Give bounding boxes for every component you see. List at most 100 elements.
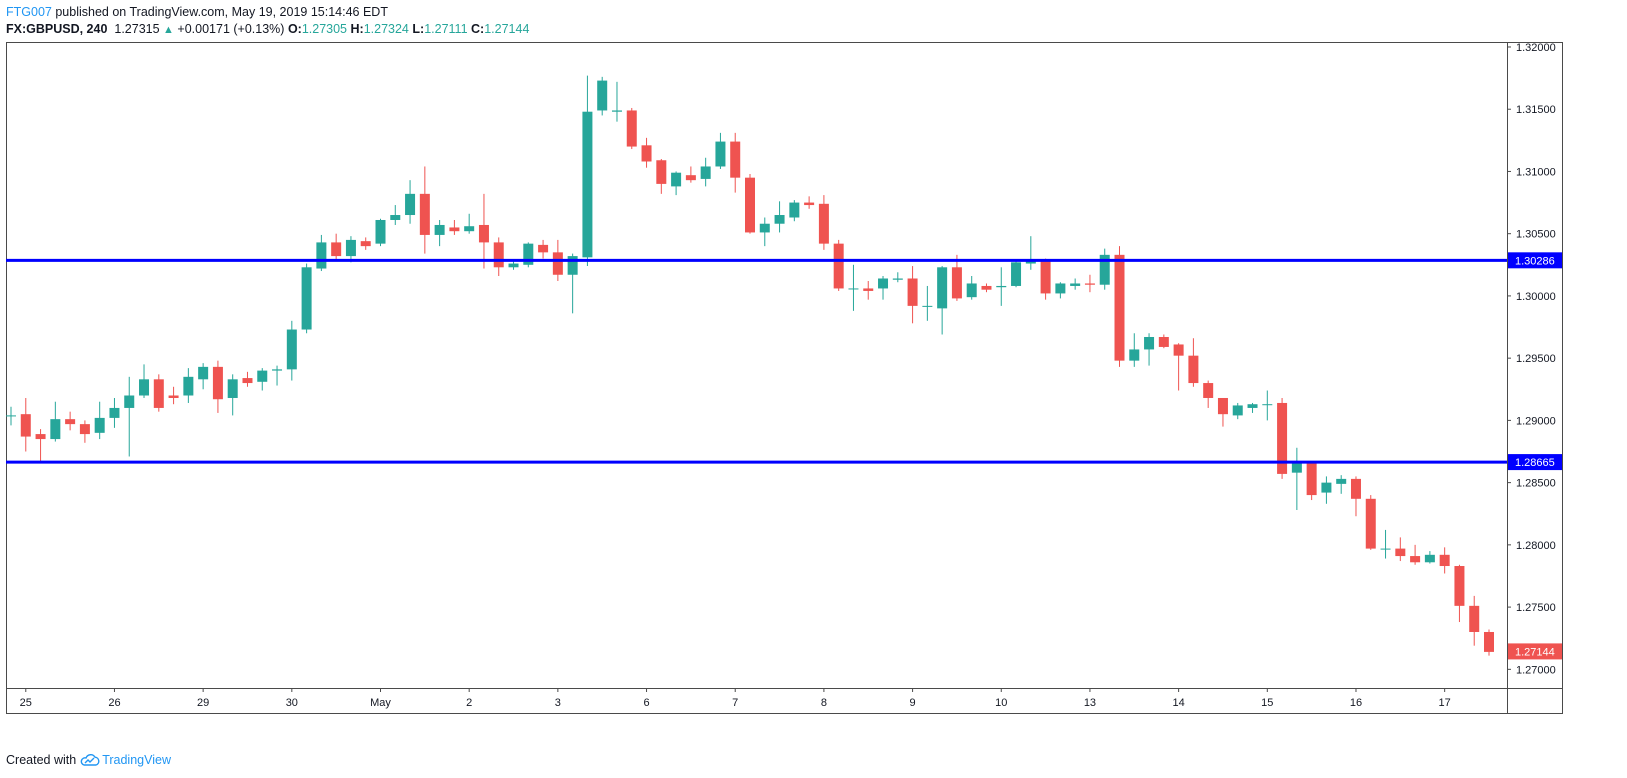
candle [1203,380,1214,408]
last-price: 1.27315 [114,22,160,36]
candle-body [1410,556,1421,563]
price-tick-label: 1.30500 [1516,229,1556,241]
candle [1217,397,1228,427]
publish-info: FTG007 published on TradingView.com, May… [6,5,388,19]
candle [878,276,889,300]
time-tick-label: 2 [466,697,472,709]
candle-body [183,376,194,396]
candle-body [1055,283,1066,294]
candle-body [922,305,933,307]
chart-frame [6,42,1563,714]
level-lines[interactable]: 1.30286 1.28665 [6,252,1562,471]
time-tick-label: 3 [555,697,561,709]
price-tick-label: 1.28000 [1516,540,1556,552]
candle-body [94,417,105,433]
time-tick-label: 16 [1350,697,1362,709]
candle-body [671,172,682,187]
candle [286,320,297,381]
candle-body [65,419,76,425]
high-value: 1.27324 [363,22,409,36]
time-tick-label: 9 [910,697,916,709]
symbol-label: FX:GBPUSD, 240 [6,22,108,36]
candle [1173,343,1184,391]
candle [109,397,120,428]
price-chart[interactable]: 1.30286 1.28665 1.32000 1.31500 1.31000 1.30… [0,0,1627,745]
price-tick-label: 1.28500 [1516,478,1556,490]
price-tick-label: 1.29000 [1516,415,1556,427]
candle-body [878,278,889,289]
candle [863,280,874,300]
candle-body [493,242,504,268]
candle-body [818,203,829,244]
time-axis[interactable]: 25 26 29 30 May 2 3 6 7 8 9 10 13 14 15 16 17 [20,688,1451,709]
candle-body [951,267,962,299]
price-axis[interactable]: 1.32000 1.31500 1.31000 1.30500 1.30000 1.295… [1507,42,1562,676]
candle [1247,402,1258,413]
candle-body [1424,554,1435,563]
last-price-tag [1508,643,1562,660]
candle [153,374,164,412]
candle-body [892,278,903,280]
candle-body [774,215,785,224]
candle-body [1262,404,1273,406]
candle [996,267,1007,306]
candle-body [907,278,918,306]
price-tick-label: 1.32000 [1516,42,1556,54]
candle-body [20,414,31,437]
candle [212,360,223,413]
candle [1410,544,1421,565]
candle [966,276,977,300]
candle-body [1469,605,1480,632]
candle-body [981,285,992,290]
candle-body [449,227,460,232]
candle-body [848,288,859,290]
candle [6,406,16,426]
candle [922,285,933,321]
candle-body [789,202,800,218]
candle [50,401,61,442]
candle-body [375,219,386,244]
level-price-label: 1.28665 [1515,457,1555,469]
candles [6,75,1494,656]
candle-body [360,241,371,247]
candle-body [656,160,667,184]
candle-body [227,379,238,398]
candle-body [552,252,563,275]
low-value: 1.27111 [424,22,468,36]
time-tick-label: 10 [995,697,1007,709]
candle-body [730,141,741,178]
candle [1336,475,1347,494]
candle [1350,476,1361,517]
candle [1084,274,1095,293]
candle [272,365,283,386]
candle-body [316,242,327,269]
brand-label: TradingView [102,753,171,767]
candle-body [272,369,283,371]
price-tick-label: 1.27000 [1516,664,1556,676]
candle [1321,476,1332,504]
close-value: 1.27144 [484,22,530,36]
candle [478,193,489,269]
candle-body [6,415,16,417]
candle [331,233,342,262]
candle-body [508,263,519,268]
candle [641,137,652,168]
candle [1380,529,1391,559]
candle-body [685,175,696,181]
candle-body [804,202,815,206]
candle-body [1484,631,1494,652]
candle-body [1232,405,1243,416]
candle [301,263,312,334]
candle-body [478,224,489,243]
candle-body [833,243,844,289]
low-label: L: [412,22,425,36]
candle [20,397,31,452]
author-link[interactable]: FTG007 [6,5,52,19]
candle [1070,278,1081,290]
candle-body [1070,283,1081,286]
candle-body [1217,397,1228,415]
candle-body [1203,383,1214,398]
candle [1365,495,1376,550]
tradingview-logo[interactable]: TradingView [80,753,171,767]
candle [1025,236,1036,270]
